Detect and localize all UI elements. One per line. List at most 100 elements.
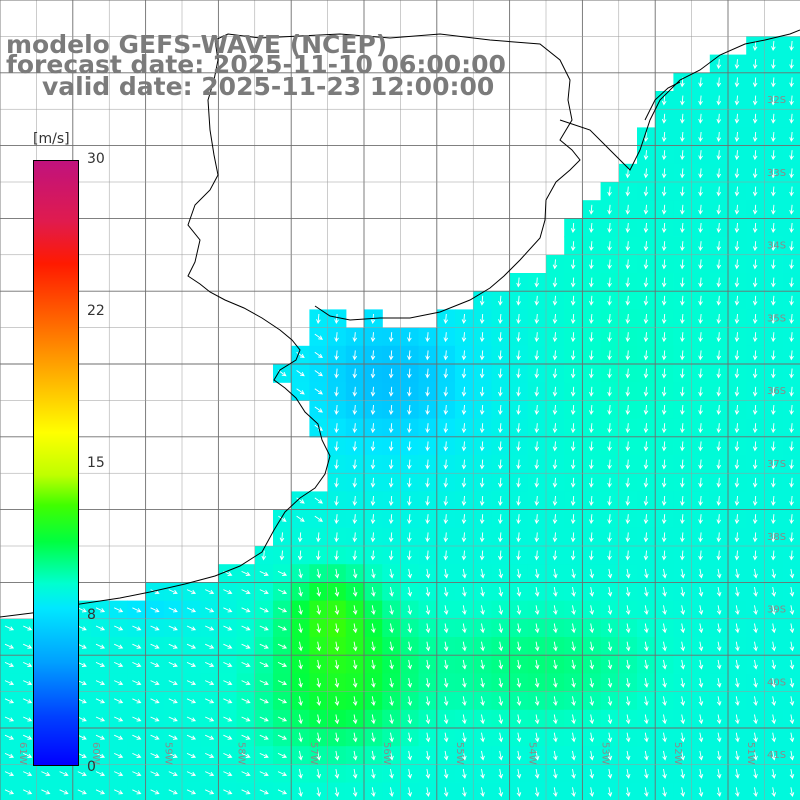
wind-arrow	[625, 168, 631, 179]
wind-arrow	[625, 532, 631, 543]
wind-arrow	[771, 368, 776, 379]
wind-arrow	[23, 625, 33, 631]
wind-arrow	[753, 696, 758, 707]
wind-arrow	[480, 769, 485, 779]
wind-cell	[91, 782, 110, 800]
wind-arrow	[371, 732, 376, 743]
wind-arrow	[771, 550, 776, 561]
wind-arrow	[753, 605, 758, 616]
wind-arrow	[352, 568, 358, 579]
wind-arrow	[95, 643, 106, 649]
wind-arrow	[241, 771, 251, 777]
lon-label: 51W	[745, 742, 756, 765]
wind-arrow	[498, 532, 503, 543]
wind-arrow	[516, 313, 521, 324]
wind-arrow	[223, 607, 233, 613]
wind-arrow	[625, 386, 631, 397]
wind-arrow	[625, 295, 631, 306]
wind-arrow	[753, 732, 758, 743]
wind-arrow	[607, 495, 612, 506]
lon-label: 56W	[381, 742, 392, 765]
wind-arrow	[662, 750, 667, 761]
wind-arrow	[388, 532, 394, 543]
wind-arrow	[388, 495, 394, 506]
wind-arrow	[789, 477, 794, 488]
wind-arrow	[698, 769, 704, 779]
wind-arrow	[425, 587, 431, 597]
wind-arrow	[753, 659, 758, 670]
wind-arrow	[735, 587, 740, 597]
wind-arrow	[498, 350, 503, 361]
wind-arrow	[516, 623, 522, 634]
wind-cell	[54, 782, 74, 800]
wind-arrow	[370, 386, 376, 397]
lat-label: 41S	[767, 750, 786, 761]
wind-arrow	[352, 641, 358, 652]
wind-arrow	[389, 587, 394, 597]
wind-arrow	[77, 771, 87, 777]
wind-arrow	[298, 605, 303, 616]
wind-arrow	[643, 423, 649, 434]
wind-arrow	[425, 350, 430, 361]
wind-arrow	[734, 113, 740, 124]
wind-arrow	[643, 459, 649, 470]
wind-arrow	[277, 716, 288, 722]
lon-label: 57W	[308, 742, 319, 765]
wind-arrow	[734, 150, 740, 161]
wind-arrow	[259, 771, 269, 777]
wind-arrow	[114, 625, 124, 631]
wind-arrow	[553, 732, 558, 743]
wind-arrow	[570, 259, 576, 270]
wind-arrow	[4, 734, 15, 740]
wind-arrow	[570, 222, 576, 233]
wind-arrow	[352, 404, 358, 415]
wind-arrow	[462, 714, 467, 725]
wind-arrow	[753, 714, 758, 725]
wind-arrow	[571, 678, 576, 688]
wind-arrow	[462, 623, 467, 634]
wind-arrow	[277, 589, 288, 595]
wind-arrow	[607, 696, 613, 707]
wind-arrow	[589, 495, 594, 506]
wind-arrow	[589, 641, 595, 652]
wind-arrow	[352, 714, 358, 725]
wind-arrow	[516, 696, 522, 707]
wind-arrow	[516, 441, 521, 452]
wind-arrow	[498, 423, 503, 434]
wind-arrow	[186, 771, 197, 777]
wind-arrow	[4, 789, 15, 795]
wind-arrow	[498, 404, 503, 415]
wind-arrow	[352, 605, 358, 616]
wind-arrow	[23, 771, 33, 777]
wind-arrow	[625, 277, 631, 288]
wind-arrow	[589, 605, 595, 616]
wind-arrow	[407, 350, 412, 361]
wind-arrow	[168, 625, 178, 631]
wind-arrow	[296, 515, 305, 522]
wind-arrow	[625, 423, 631, 434]
wind-arrow	[789, 150, 794, 161]
wind-arrow	[95, 752, 106, 758]
wind-arrow	[570, 477, 576, 488]
wind-arrow	[644, 732, 649, 743]
wind-arrow	[534, 514, 540, 525]
wind-arrow	[443, 550, 449, 561]
wind-arrow	[789, 641, 795, 652]
wind-arrow	[698, 386, 703, 397]
lon-label: 52W	[672, 742, 683, 765]
wind-arrow	[644, 769, 649, 779]
wind-arrow	[498, 550, 503, 561]
wind-arrow	[553, 641, 558, 652]
wind-arrow	[789, 40, 794, 51]
wind-arrow	[371, 659, 376, 670]
wind-arrow	[661, 495, 667, 506]
wind-arrow	[352, 332, 358, 343]
wind-arrow	[789, 587, 795, 597]
wind-arrow	[661, 295, 667, 306]
wind-arrow	[680, 186, 685, 197]
wind-arrow	[114, 752, 124, 758]
wind-arrow	[625, 678, 631, 688]
wind-arrow	[114, 698, 124, 704]
wind-arrow	[644, 623, 649, 634]
wind-arrow	[186, 589, 197, 595]
